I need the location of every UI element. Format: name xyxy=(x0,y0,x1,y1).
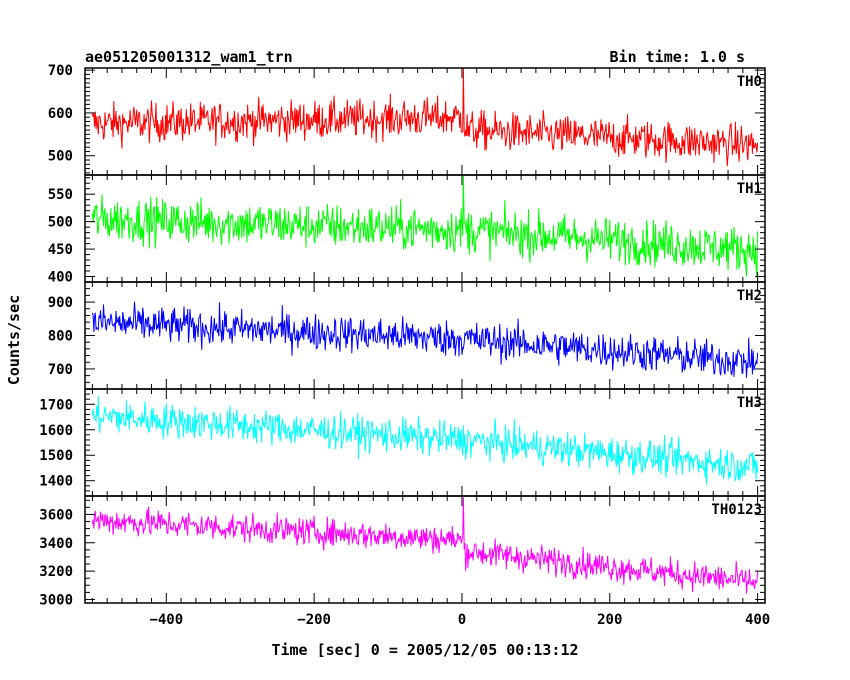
y-tick-label: 500 xyxy=(48,149,73,165)
series-line-th3 xyxy=(91,395,759,486)
y-tick-label: 3200 xyxy=(39,564,73,580)
bin-time-label: Bin time: 1.0 s xyxy=(610,48,745,66)
y-tick-label: 550 xyxy=(48,187,73,203)
panel-label-th3: TH3 xyxy=(737,395,762,411)
chart-title: ae051205001312_wam1_trn xyxy=(85,48,293,66)
series-line-th1 xyxy=(91,174,759,278)
x-tick-label: −400 xyxy=(149,612,183,628)
series-line-th0123 xyxy=(91,497,759,594)
x-axis-label: Time [sec] 0 = 2005/12/05 00:13:12 xyxy=(271,641,578,659)
y-tick-label: 800 xyxy=(48,329,73,345)
y-tick-label: 450 xyxy=(48,242,73,258)
y-tick-label: 400 xyxy=(48,270,73,286)
y-tick-label: 500 xyxy=(48,215,73,231)
panel-frame-th3 xyxy=(84,388,766,497)
y-tick-label: 3600 xyxy=(39,507,73,523)
panel-label-th0123: TH0123 xyxy=(711,502,762,518)
y-tick-label: 700 xyxy=(48,63,73,79)
y-tick-label: 700 xyxy=(48,362,73,378)
series-line-th0 xyxy=(91,67,759,167)
y-tick-label: 1700 xyxy=(39,397,73,413)
panels-group: TH0 500 600 700 TH1 400 450 500 550 TH2 700 800 900 T… xyxy=(39,63,770,628)
panel-label-th0: TH0 xyxy=(737,74,762,90)
panel-frame-th0123 xyxy=(84,495,766,604)
y-tick-label: 3000 xyxy=(39,592,73,608)
y-tick-label: 600 xyxy=(48,106,73,122)
y-tick-label: 900 xyxy=(48,295,73,311)
y-tick-label: 1600 xyxy=(39,423,73,439)
x-tick-label: 200 xyxy=(597,612,622,628)
panel-label-th2: TH2 xyxy=(737,288,762,304)
x-tick-label: 400 xyxy=(745,612,770,628)
x-tick-label: 0 xyxy=(458,612,466,628)
panel-label-th1: TH1 xyxy=(737,181,762,197)
y-axis-label: Counts/sec xyxy=(5,295,23,385)
y-tick-label: 3400 xyxy=(39,536,73,552)
series-line-th2 xyxy=(91,301,759,378)
y-tick-label: 1400 xyxy=(39,474,73,490)
y-tick-label: 1500 xyxy=(39,448,73,464)
x-tick-label: −200 xyxy=(297,612,331,628)
